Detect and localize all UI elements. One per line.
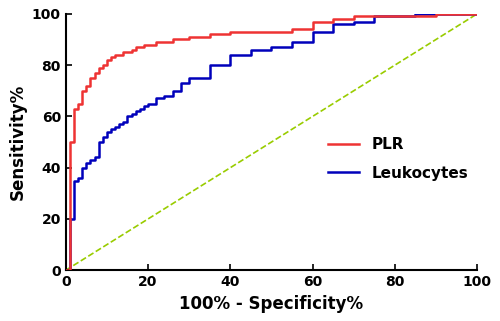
Y-axis label: Sensitivity%: Sensitivity%	[8, 84, 26, 200]
Legend: PLR, Leukocytes: PLR, Leukocytes	[328, 137, 468, 181]
X-axis label: 100% - Specificity%: 100% - Specificity%	[180, 295, 364, 313]
